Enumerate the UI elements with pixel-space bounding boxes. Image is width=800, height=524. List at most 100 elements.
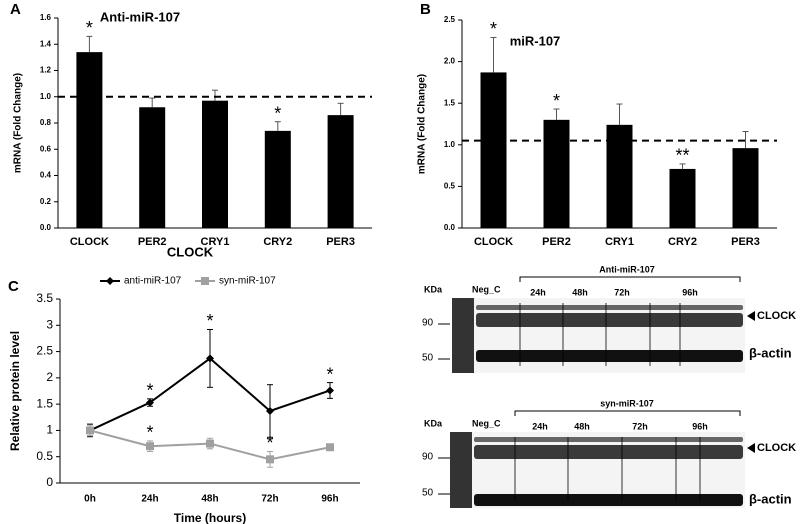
legend-label: anti-miR-107 — [124, 276, 182, 287]
y-tick-label: 1.5 — [36, 396, 53, 410]
group-bracket — [519, 276, 741, 282]
y-tick-label: 0.8 — [40, 118, 52, 127]
x-tick-label: CRY2 — [668, 236, 697, 248]
y-tick-label: 0.5 — [36, 449, 53, 463]
x-tick-label: 72h — [261, 494, 278, 505]
x-tick-label: CRY1 — [201, 236, 230, 248]
legend-label: syn-miR-107 — [219, 276, 276, 287]
x-axis-label: Time (hours) — [174, 511, 246, 524]
time-label: 48h — [574, 421, 590, 431]
bar — [543, 119, 570, 228]
time-label: 24h — [532, 421, 548, 431]
blot-band — [474, 437, 743, 442]
data-point — [326, 386, 334, 395]
size-marker: 90 — [422, 452, 434, 463]
y-tick-label: 0.4 — [40, 171, 52, 180]
band-label: β-actin — [749, 345, 792, 360]
blot-band — [476, 350, 743, 362]
significance-star: * — [86, 18, 93, 38]
data-point — [206, 354, 214, 363]
x-tick-label: PER2 — [138, 236, 167, 248]
panel-letter: B — [420, 1, 431, 18]
time-label: 48h — [572, 287, 588, 297]
blot-title: syn-miR-107 — [600, 398, 654, 408]
y-tick-label: 2.5 — [444, 15, 456, 24]
x-tick-label: CLOCK — [474, 236, 513, 248]
x-tick-label: PER3 — [731, 236, 760, 248]
legend-marker — [106, 277, 114, 285]
band-label: CLOCK — [757, 310, 796, 322]
significance-star: * — [490, 19, 497, 39]
y-tick-label: 0.0 — [444, 223, 456, 232]
x-tick-label: 48h — [201, 494, 218, 505]
y-tick-label: 0.5 — [444, 182, 456, 191]
significance-star: * — [326, 364, 333, 384]
x-tick-label: 24h — [141, 494, 158, 505]
control-label: Neg_C — [472, 418, 501, 428]
blot-band — [476, 305, 743, 310]
x-tick-label: CLOCK — [70, 236, 109, 248]
size-marker: 90 — [422, 318, 434, 329]
band-arrow — [747, 311, 755, 321]
y-tick-label: 2.0 — [444, 57, 456, 66]
y-tick-label: 0.2 — [40, 197, 52, 206]
bar — [732, 148, 759, 228]
significance-star: * — [146, 423, 153, 443]
x-tick-label: CRY1 — [605, 236, 634, 248]
y-tick-label: 3.5 — [36, 291, 53, 305]
control-label: Neg_C — [472, 284, 501, 294]
panel-letter: A — [10, 1, 21, 18]
bar — [264, 130, 291, 228]
data-point — [326, 443, 334, 452]
y-tick-label: 1.6 — [40, 13, 52, 22]
bar — [202, 100, 228, 228]
legend-marker — [201, 277, 209, 285]
x-tick-label: 0h — [84, 494, 96, 505]
x-tick-label: PER3 — [326, 236, 355, 248]
y-axis-label: Relative protein level — [8, 331, 22, 451]
y-axis-label: mRNA (Fold Change) — [417, 74, 428, 174]
bar — [76, 52, 103, 228]
blot-title: Anti-miR-107 — [599, 264, 655, 274]
panel-letter: C — [8, 278, 19, 295]
significance-star: * — [266, 433, 273, 453]
bar — [139, 107, 166, 228]
band-label: CLOCK — [757, 442, 796, 454]
data-point — [266, 406, 274, 415]
data-point — [146, 398, 154, 407]
blot-band — [476, 313, 743, 327]
band-label: β-actin — [749, 491, 792, 506]
y-tick-label: 3 — [46, 317, 53, 331]
chart-title: CLOCK — [167, 244, 214, 259]
band-arrow — [747, 443, 755, 453]
y-tick-label: 0.0 — [40, 223, 52, 232]
significance-star: * — [553, 91, 560, 111]
significance-star: * — [274, 103, 281, 123]
y-tick-label: 1 — [46, 423, 53, 437]
y-tick-label: 1.5 — [444, 98, 456, 107]
chart-title: Anti-miR-107 — [100, 9, 180, 24]
time-label: 72h — [614, 287, 630, 297]
bar — [606, 124, 633, 228]
y-tick-label: 2.5 — [36, 344, 53, 358]
size-marker: 50 — [422, 488, 434, 499]
y-tick-label: 1.0 — [444, 140, 456, 149]
y-axis-label: mRNA (Fold Change) — [13, 73, 24, 173]
group-bracket — [514, 410, 741, 416]
kda-label: KDa — [424, 418, 443, 428]
size-marker: 50 — [422, 353, 434, 364]
time-label: 96h — [682, 287, 698, 297]
bar — [669, 168, 696, 228]
y-tick-label: 2 — [46, 370, 53, 384]
y-tick-label: 1.0 — [40, 92, 52, 101]
significance-star: * — [146, 381, 153, 401]
data-point — [146, 442, 154, 451]
bar — [480, 72, 507, 228]
time-label: 72h — [632, 421, 648, 431]
time-label: 24h — [530, 287, 546, 297]
kda-label: KDa — [424, 284, 443, 294]
y-tick-label: 1.2 — [40, 66, 52, 75]
significance-star: * — [206, 311, 213, 331]
x-tick-label: PER2 — [542, 236, 571, 248]
